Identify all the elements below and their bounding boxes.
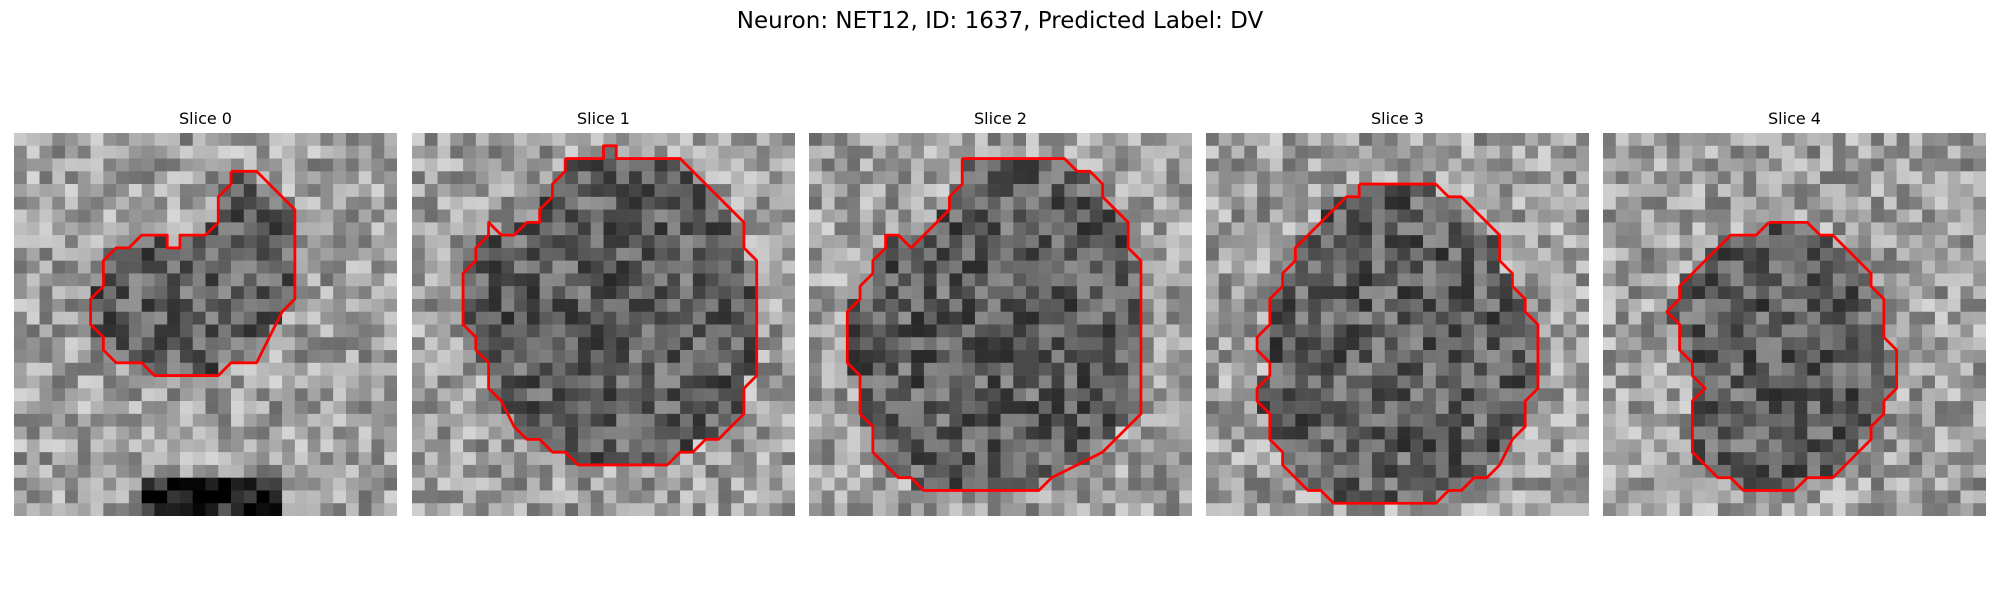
slice-panel-0: Slice 0 xyxy=(14,108,397,516)
slice-panel-2: Slice 2 xyxy=(809,108,1192,516)
roi-contour xyxy=(461,144,759,467)
slice-image-1 xyxy=(412,133,795,516)
pixel-grid xyxy=(1603,133,1986,516)
slice-title-4: Slice 4 xyxy=(1768,109,1821,128)
roi-contour xyxy=(1665,220,1899,492)
slice-image-3 xyxy=(1206,133,1589,516)
pixel-grid xyxy=(809,133,1192,516)
pixel-grid xyxy=(412,133,795,516)
slice-title-1: Slice 1 xyxy=(577,109,630,128)
slice-panel-3: Slice 3 xyxy=(1206,108,1589,516)
roi-contour xyxy=(89,169,297,377)
figure-title: Neuron: NET12, ID: 1637, Predicted Label… xyxy=(736,8,1264,34)
slice-image-2 xyxy=(809,133,1192,516)
roi-contour xyxy=(845,157,1143,492)
slice-title-3: Slice 3 xyxy=(1371,109,1424,128)
slice-title-2: Slice 2 xyxy=(974,109,1027,128)
roi-contour xyxy=(1255,182,1540,505)
slice-image-4 xyxy=(1603,133,1986,516)
pixel-grid xyxy=(1206,133,1589,516)
pixel-grid xyxy=(14,133,397,516)
slice-title-0: Slice 0 xyxy=(179,109,232,128)
slice-panel-4: Slice 4 xyxy=(1603,108,1986,516)
slice-panel-1: Slice 1 xyxy=(412,108,795,516)
slice-image-0 xyxy=(14,133,397,516)
